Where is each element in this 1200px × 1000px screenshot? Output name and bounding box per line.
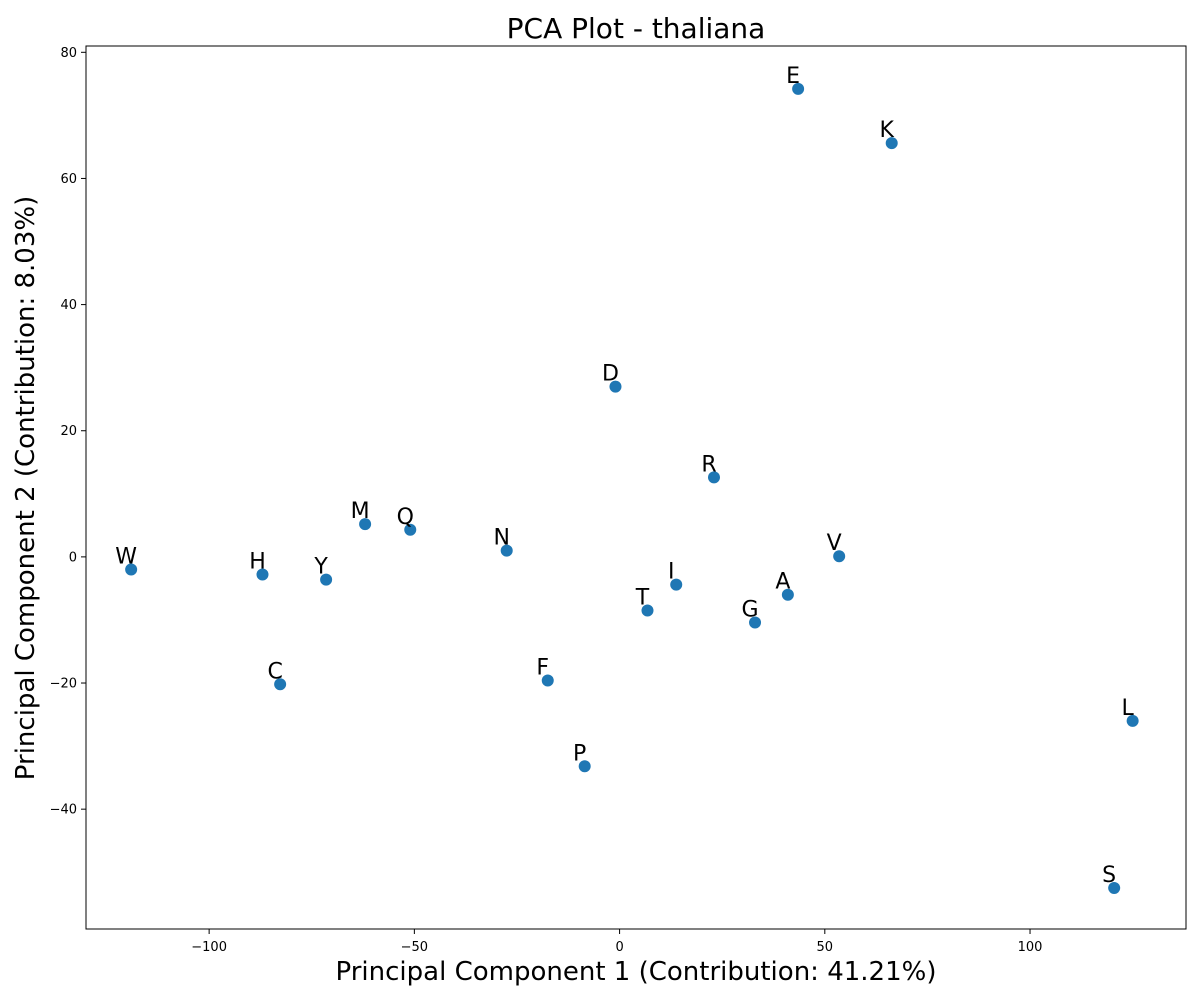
y-tick-label: 80: [60, 46, 77, 61]
point-label-q: Q: [397, 505, 414, 530]
y-axis: −40 −20 0 20 40 60 80: [50, 46, 86, 818]
x-tick-label: −50: [401, 940, 428, 955]
point-label-h: H: [249, 550, 266, 575]
data-point-k: [885, 137, 898, 150]
x-tick-label: −100: [191, 940, 227, 955]
point-label-d: D: [602, 362, 619, 387]
chart-title: PCA Plot - thaliana: [507, 12, 766, 45]
point-label-r: R: [701, 452, 716, 477]
point-label-t: T: [635, 585, 650, 610]
data-point-a: [781, 588, 794, 601]
data-point-p: [578, 760, 591, 773]
data-point-s: [1108, 882, 1121, 895]
point-label-k: K: [879, 118, 894, 143]
point-label-a: A: [775, 570, 790, 595]
data-point-q: [404, 523, 417, 536]
y-tick-label: 60: [60, 172, 77, 187]
point-label-s: S: [1102, 863, 1116, 888]
y-tick-label: −40: [50, 803, 77, 818]
point-label-p: P: [573, 741, 586, 766]
x-tick-label: 100: [1018, 940, 1043, 955]
data-point-y: [320, 573, 333, 586]
point-label-g: G: [741, 597, 758, 622]
point-label-c: C: [267, 659, 282, 684]
data-point-h: [256, 568, 269, 581]
x-axis-label: Principal Component 1 (Contribution: 41.…: [336, 957, 937, 987]
data-point-d: [609, 380, 622, 393]
data-point-l: [1126, 714, 1139, 727]
x-tick-label: 50: [817, 940, 834, 955]
y-tick-label: 20: [60, 424, 77, 439]
point-label-w: W: [115, 544, 137, 569]
data-point-v: [833, 550, 846, 563]
plot-frame: [85, 45, 1187, 930]
x-tick-label: 0: [615, 940, 623, 955]
point-label-i: I: [668, 560, 675, 585]
data-point-t: [641, 604, 654, 617]
point-label-l: L: [1122, 696, 1135, 721]
data-point-m: [359, 518, 372, 531]
point-label-f: F: [536, 655, 549, 680]
x-axis: −100 −50 0 50 100: [191, 929, 1042, 955]
data-point-r: [707, 471, 720, 484]
point-label-v: V: [827, 531, 842, 556]
data-point-i: [670, 578, 683, 591]
y-tick-label: 40: [60, 298, 77, 313]
data-point-c: [274, 678, 287, 691]
y-tick-label: 0: [69, 550, 77, 565]
point-label-y: Y: [313, 555, 328, 580]
data-point-f: [541, 674, 554, 687]
data-point-w: [125, 563, 138, 576]
data-point-g: [749, 616, 762, 629]
point-label-n: N: [493, 526, 509, 551]
point-label-e: E: [786, 64, 800, 89]
data-point-e: [792, 82, 805, 95]
data-points: E K D R M Q N V W H Y I A T G F C L P S: [115, 64, 1139, 895]
data-point-n: [500, 544, 513, 557]
point-label-m: M: [351, 499, 370, 524]
y-tick-label: −20: [50, 677, 77, 692]
y-axis-label: Principal Component 2 (Contribution: 8.0…: [11, 196, 41, 780]
